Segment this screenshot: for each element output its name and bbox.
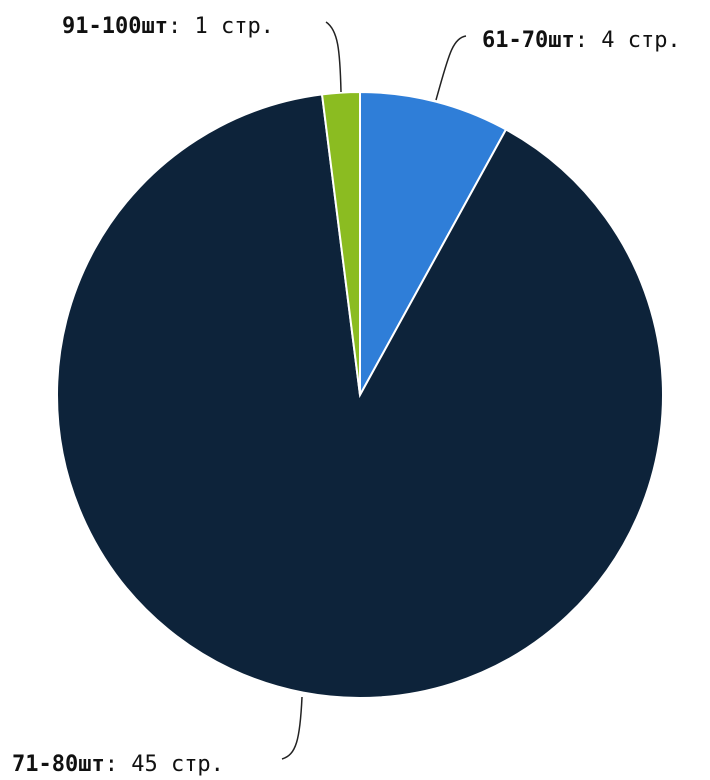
data-label-71-80: 71-80шт: 45 стр. <box>12 752 224 777</box>
data-label-category: 91-100шт <box>62 14 168 39</box>
data-label-91-100: 91-100шт: 1 стр. <box>62 14 274 39</box>
data-label-61-70: 61-70шт: 4 стр. <box>482 28 681 53</box>
leader-line-71-80шт <box>281 696 303 760</box>
data-label-value: : 1 стр. <box>168 14 274 39</box>
data-label-value: : 4 стр. <box>575 28 681 53</box>
pie-slice-61-70шт <box>359 90 508 396</box>
pie-slice-71-80шт <box>56 93 664 699</box>
data-label-category: 61-70шт <box>482 28 575 53</box>
data-label-value: : 45 стр. <box>105 752 224 777</box>
data-label-category: 71-80шт <box>12 752 105 777</box>
leader-line-61-70шт <box>435 35 467 101</box>
pie-slices <box>56 90 664 699</box>
leader-lines <box>281 21 467 760</box>
leader-line-91-100шт <box>325 21 342 93</box>
pie-slice-91-100шт <box>320 90 361 396</box>
